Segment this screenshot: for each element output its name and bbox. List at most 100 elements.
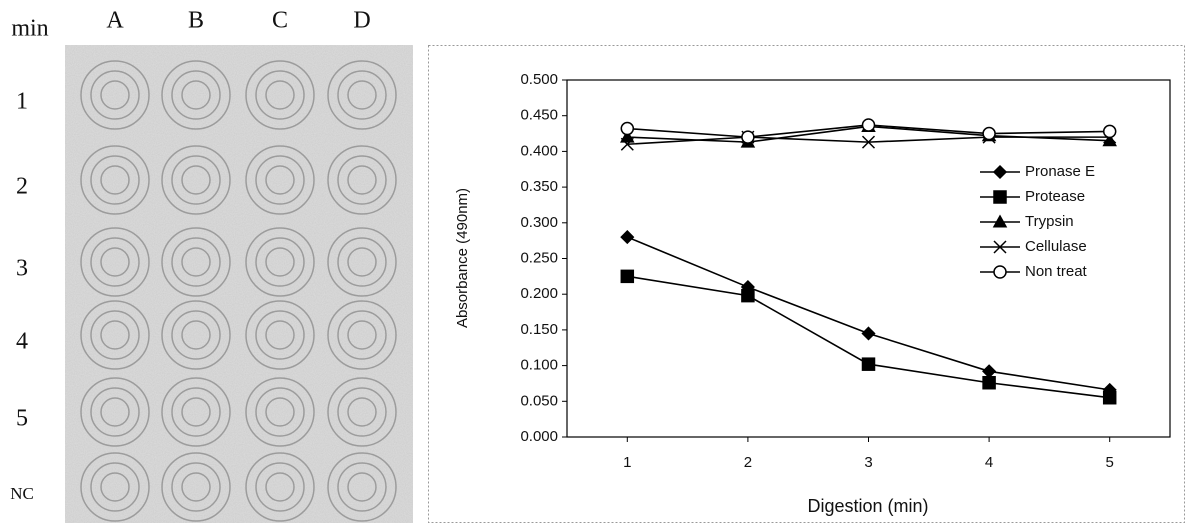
blot-ring: [80, 300, 150, 370]
blot-ring: [161, 377, 231, 447]
row-label: 4: [16, 329, 28, 355]
blot-ring: [181, 320, 211, 350]
blot-ring: [265, 397, 295, 427]
y-tick-label: 0.500: [520, 71, 558, 88]
blot-ring: [171, 70, 221, 120]
x-axis-title: Digestion (min): [807, 496, 928, 516]
blot-ring: [255, 237, 305, 287]
blot-ring: [255, 155, 305, 205]
blot-ring: [90, 462, 140, 512]
marker: [861, 135, 876, 149]
legend-marker: [992, 214, 1008, 228]
marker: [861, 118, 876, 132]
blot-ring: [327, 145, 397, 215]
blot-ring: [265, 247, 295, 277]
blot-spots: [80, 60, 397, 522]
column-label: C: [272, 8, 288, 34]
blot-ring: [100, 165, 130, 195]
marker: [861, 357, 876, 371]
blot-ring: [265, 320, 295, 350]
blot-ring: [161, 452, 231, 522]
row-label: 1: [16, 89, 28, 115]
legend-label: Protease: [1025, 188, 1085, 205]
blot-ring: [255, 462, 305, 512]
blot-ring: [265, 80, 295, 110]
blot-ring: [245, 452, 315, 522]
blot-ring: [245, 60, 315, 130]
y-tick-label: 0.400: [520, 142, 558, 159]
y-tick-label: 0.000: [520, 428, 558, 445]
blot-ring: [171, 155, 221, 205]
blot-ring: [100, 397, 130, 427]
blot-ring: [255, 310, 305, 360]
marker: [982, 364, 997, 379]
row-label: 5: [16, 406, 28, 432]
marker: [741, 130, 755, 144]
column-label: A: [106, 8, 124, 34]
column-label: B: [188, 8, 204, 34]
blot-ring: [80, 227, 150, 297]
blot-ring: [265, 165, 295, 195]
blot-ring: [327, 300, 397, 370]
blot-ring: [90, 237, 140, 287]
row-label: 3: [16, 256, 28, 282]
marker: [1102, 124, 1117, 139]
blot-ring: [80, 145, 150, 215]
marker: [620, 129, 635, 143]
x-tick-label: 4: [985, 454, 993, 471]
blot-ring: [181, 472, 211, 502]
blot-ring: [347, 397, 377, 427]
legend-label: Non treat: [1025, 263, 1088, 280]
blot-ring: [337, 237, 387, 287]
blot-ring: [100, 472, 130, 502]
y-tick-label: 0.250: [520, 249, 558, 266]
plot-area: [566, 79, 1171, 438]
blot-ring: [181, 165, 211, 195]
x-tick-label: 3: [864, 454, 872, 471]
blot-ring: [347, 80, 377, 110]
blot-ring: [245, 227, 315, 297]
blot-ring: [327, 60, 397, 130]
blot-ring: [245, 377, 315, 447]
blot-ring: [245, 145, 315, 215]
blot-ring: [90, 70, 140, 120]
legend-label: Trypsin: [1025, 213, 1074, 230]
blot-ring: [80, 60, 150, 130]
blot-ring: [337, 155, 387, 205]
blot-ring: [90, 387, 140, 437]
blot-ring: [161, 60, 231, 130]
y-tick-label: 0.300: [520, 214, 558, 231]
blot-texture: [65, 45, 413, 523]
blot-ring: [161, 145, 231, 215]
legend-label: Cellulase: [1025, 238, 1087, 255]
chart-frame: [428, 45, 1185, 523]
marker: [741, 288, 755, 303]
blot-ring: [255, 387, 305, 437]
blot-ring: [337, 310, 387, 360]
y-tick-label: 0.350: [520, 178, 558, 195]
y-axis-title: Absorbance (490nm): [454, 188, 471, 328]
blot-ring: [161, 227, 231, 297]
blot-ring: [347, 247, 377, 277]
legend-marker: [993, 190, 1007, 204]
marker: [982, 375, 996, 390]
row-label: 2: [16, 174, 28, 200]
blot-ring: [80, 377, 150, 447]
legend-label: Pronase E: [1025, 163, 1095, 180]
blot-ring: [171, 310, 221, 360]
blot-ring: [171, 387, 221, 437]
x-tick-label: 2: [744, 454, 752, 471]
blot-ring: [347, 320, 377, 350]
y-tick-label: 0.050: [520, 392, 558, 409]
row-label: NC: [10, 484, 34, 503]
blot-ring: [80, 452, 150, 522]
blot-ring: [171, 237, 221, 287]
blot-ring: [90, 310, 140, 360]
blot-ring: [161, 300, 231, 370]
blot-ring: [171, 462, 221, 512]
blot-ring: [347, 165, 377, 195]
marker: [1102, 390, 1117, 405]
blot-ring: [327, 377, 397, 447]
blot-ring: [181, 247, 211, 277]
legend-marker: [993, 265, 1007, 279]
